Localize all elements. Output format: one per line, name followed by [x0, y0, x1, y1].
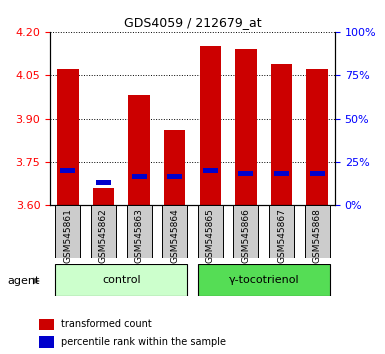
- Text: GSM545864: GSM545864: [170, 208, 179, 263]
- Bar: [93, 188, 114, 205]
- Bar: [235, 49, 257, 205]
- Text: GSM545861: GSM545861: [64, 208, 72, 263]
- Bar: [132, 174, 147, 179]
- Bar: [305, 205, 330, 258]
- Bar: [203, 168, 218, 173]
- Bar: [164, 130, 186, 205]
- Bar: [55, 264, 187, 296]
- Text: GSM545865: GSM545865: [206, 208, 215, 263]
- Bar: [198, 205, 223, 258]
- Bar: [38, 319, 54, 330]
- Text: GSM545867: GSM545867: [277, 208, 286, 263]
- Bar: [238, 171, 253, 176]
- Bar: [128, 96, 150, 205]
- Text: GSM545866: GSM545866: [241, 208, 250, 263]
- Bar: [167, 174, 182, 179]
- Text: control: control: [102, 275, 141, 285]
- Text: γ-tocotrienol: γ-tocotrienol: [228, 275, 299, 285]
- Bar: [162, 205, 187, 258]
- Bar: [60, 168, 75, 173]
- Text: GSM545863: GSM545863: [135, 208, 144, 263]
- Text: percentile rank within the sample: percentile rank within the sample: [60, 337, 226, 347]
- Bar: [310, 171, 325, 176]
- Bar: [269, 205, 294, 258]
- Bar: [57, 69, 79, 205]
- Text: GSM545862: GSM545862: [99, 208, 108, 263]
- Bar: [91, 205, 116, 258]
- Bar: [274, 171, 289, 176]
- Bar: [38, 336, 54, 348]
- Bar: [306, 69, 328, 205]
- Bar: [233, 205, 258, 258]
- Text: transformed count: transformed count: [60, 319, 151, 329]
- Text: GSM545868: GSM545868: [313, 208, 321, 263]
- Bar: [271, 64, 292, 205]
- Bar: [198, 264, 330, 296]
- Text: agent: agent: [8, 276, 40, 286]
- Bar: [127, 205, 152, 258]
- Title: GDS4059 / 212679_at: GDS4059 / 212679_at: [124, 16, 261, 29]
- Bar: [55, 205, 80, 258]
- Bar: [96, 179, 111, 185]
- Bar: [199, 46, 221, 205]
